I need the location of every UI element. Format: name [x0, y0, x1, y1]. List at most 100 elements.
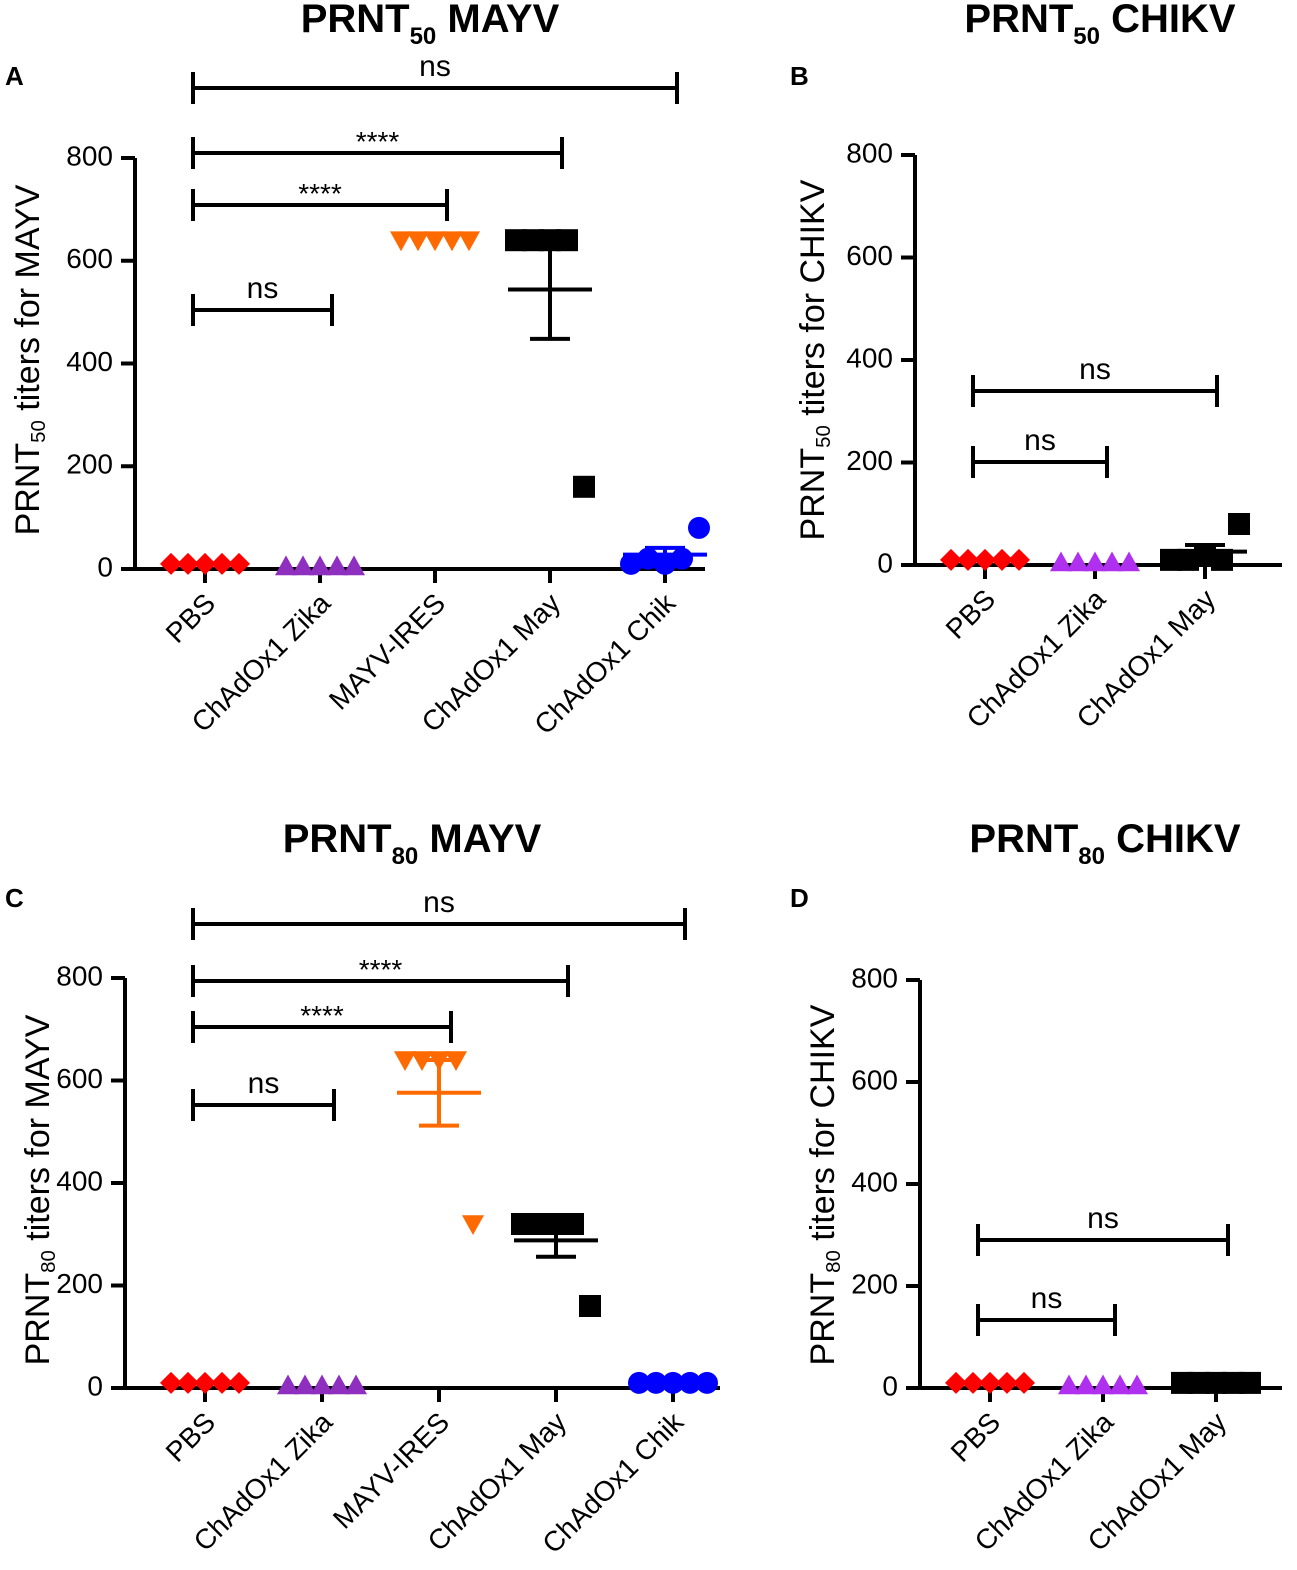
point — [1239, 1371, 1261, 1394]
point — [1109, 1374, 1131, 1395]
panel-letter: D — [790, 883, 809, 913]
point — [177, 1371, 199, 1394]
bracket-line — [976, 1224, 1230, 1256]
point — [679, 1371, 701, 1394]
point — [309, 555, 331, 576]
y-axis-label-suffix: titers for MAYV — [19, 1014, 57, 1250]
y-axis-label-subscript: 50 — [29, 420, 51, 443]
point — [424, 231, 446, 252]
point — [160, 1371, 182, 1394]
panel-letter: A — [5, 61, 24, 91]
point — [957, 548, 979, 571]
significance-label: **** — [300, 1000, 344, 1031]
point — [573, 475, 595, 498]
panel-title-text: PRNT — [964, 0, 1073, 41]
point — [211, 1371, 233, 1394]
y-axis-label-text: PRNT — [794, 448, 832, 541]
point — [311, 1374, 333, 1395]
point — [671, 547, 693, 570]
point — [1058, 1374, 1080, 1395]
significance-label: ns — [1024, 424, 1056, 457]
significance-label: ns — [247, 272, 279, 305]
significance-bracket: **** — [191, 126, 564, 169]
x-tick-label: PBS — [945, 1406, 1007, 1468]
point — [160, 552, 182, 575]
significance-bracket: ns — [191, 272, 334, 326]
significance-label: ns — [1079, 353, 1111, 386]
significance-label: ns — [248, 1067, 280, 1100]
point — [177, 552, 199, 575]
y-axis-label-suffix: titers for MAYV — [9, 184, 47, 420]
bracket-line — [191, 137, 564, 169]
significance-bracket: ns — [191, 1067, 336, 1121]
point — [979, 1371, 1001, 1394]
point — [1101, 551, 1123, 572]
y-axis-label-subscript: 50 — [814, 425, 836, 448]
y-tick-label: 400 — [851, 1166, 898, 1197]
point — [1084, 551, 1106, 572]
point — [940, 548, 962, 571]
panel-title-subscript: 80 — [392, 843, 419, 870]
bracket-line — [971, 375, 1219, 407]
point — [194, 552, 216, 575]
point — [345, 1374, 367, 1395]
panel-title-subscript: 50 — [410, 23, 437, 50]
point — [688, 516, 710, 539]
significance-label: ns — [419, 50, 451, 83]
point — [1205, 1371, 1227, 1394]
point — [662, 1371, 684, 1394]
point — [962, 1371, 984, 1394]
significance-bracket: **** — [191, 1000, 453, 1043]
y-tick-label: 800 — [66, 140, 113, 171]
y-axis-label: PRNT80 titers for CHIKV — [804, 1004, 846, 1365]
x-tick-label: MAYV-IRES — [323, 587, 451, 715]
significance-label: ns — [1087, 1202, 1119, 1235]
y-axis-label-suffix: titers for CHIKV — [794, 179, 832, 425]
point — [211, 552, 233, 575]
point — [579, 1295, 601, 1317]
bracket-line — [191, 72, 679, 104]
significance-label: ns — [1031, 1282, 1063, 1315]
bracket-line — [191, 1089, 336, 1121]
point — [1075, 1374, 1097, 1395]
y-tick-label: 0 — [882, 1370, 898, 1401]
point — [292, 555, 314, 576]
y-tick-label: 200 — [851, 1268, 898, 1299]
significance-label: ns — [423, 886, 455, 919]
point — [991, 548, 1013, 571]
point — [511, 1213, 533, 1235]
point — [1171, 1371, 1193, 1394]
point — [1188, 1371, 1210, 1394]
y-tick-label: 400 — [56, 1165, 103, 1196]
panel-title: PRNT80 MAYV — [283, 817, 542, 870]
panel-letter: B — [790, 61, 809, 91]
point — [228, 552, 250, 575]
point — [462, 1215, 484, 1235]
x-tick-label: MAYV-IRES — [327, 1406, 455, 1534]
significance-bracket: ns — [971, 424, 1109, 478]
panel-title-suffix: MAYV — [436, 0, 559, 41]
bracket-line — [971, 446, 1109, 478]
point — [194, 1371, 216, 1394]
point — [458, 231, 480, 252]
y-axis-label-text: PRNT — [9, 443, 47, 536]
x-tick-label: PBS — [160, 587, 222, 649]
point — [1160, 548, 1182, 571]
point — [328, 1374, 350, 1395]
point — [1228, 513, 1250, 535]
panel-title-text: PRNT — [301, 0, 410, 41]
y-axis-label-text: PRNT — [19, 1273, 57, 1366]
y-axis-label: PRNT50 titers for MAYV — [9, 184, 51, 535]
bracket-line — [191, 189, 449, 221]
point — [996, 1371, 1018, 1394]
bracket-line — [191, 965, 570, 997]
bracket-line — [191, 1011, 453, 1043]
point — [1126, 1374, 1148, 1395]
y-tick-label: 0 — [877, 547, 893, 578]
point — [1092, 1374, 1114, 1395]
significance-bracket: ns — [976, 1282, 1117, 1336]
